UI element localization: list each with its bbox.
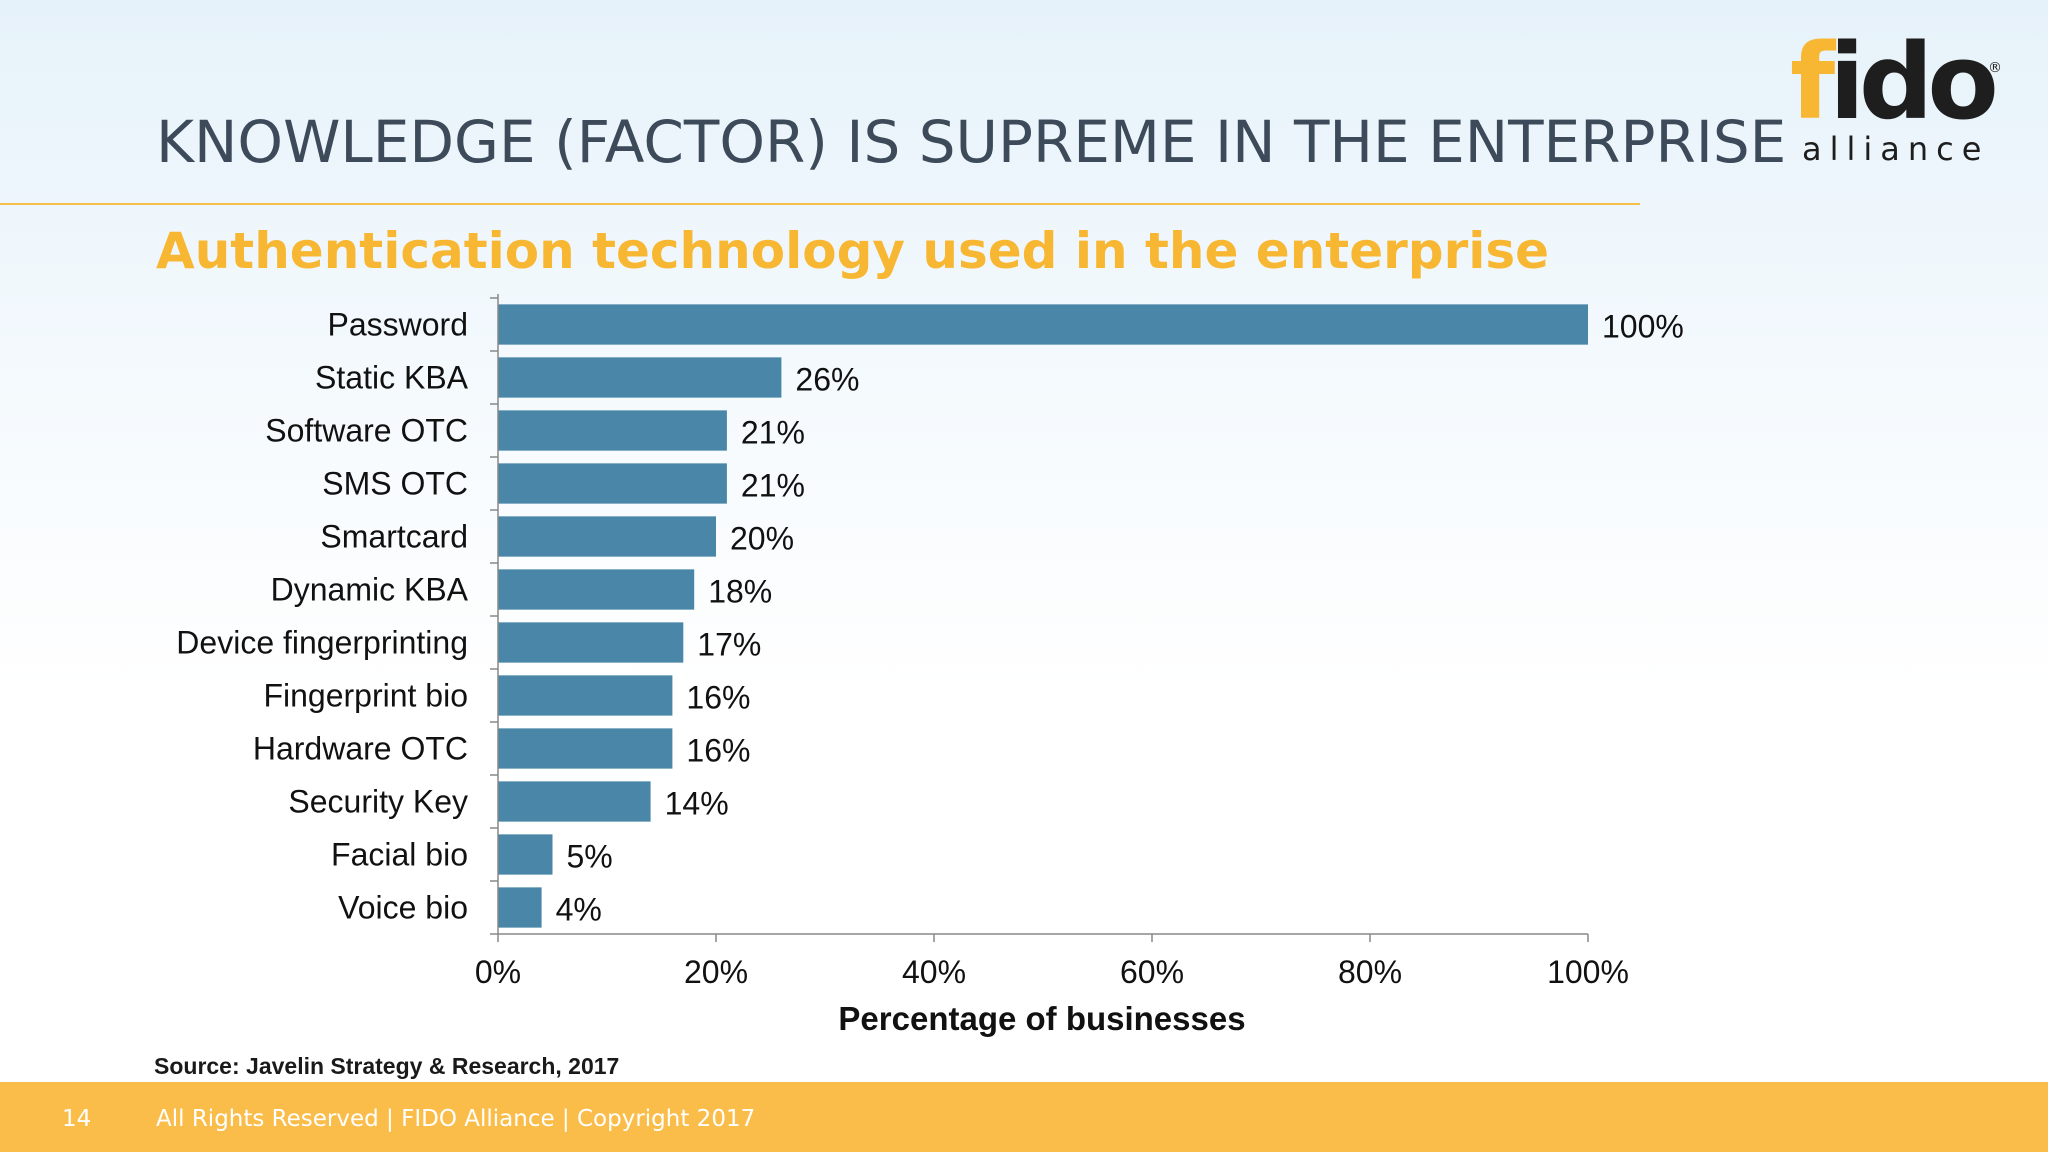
x-tick-label: 60%: [1120, 954, 1184, 990]
value-label: 16%: [686, 680, 750, 716]
category-label: Voice bio: [338, 890, 468, 926]
bar: [498, 463, 727, 504]
chart-value-labels: 100% 26% 21% 21% 20% 18% 17% 16% 16% 14% 5% 4%: [556, 309, 1684, 928]
title-divider: [0, 203, 1640, 205]
bar: [498, 304, 1588, 345]
category-label: Software OTC: [265, 413, 468, 449]
category-label: Fingerprint bio: [263, 678, 468, 714]
value-label: 18%: [708, 574, 772, 610]
logo-alliance-text: alliance: [1802, 130, 1990, 168]
bar: [498, 781, 651, 822]
bar: [498, 675, 673, 716]
page-number: 14: [62, 1106, 92, 1132]
logo-letters-ido: ido: [1829, 21, 1999, 143]
logo-letter-f: f: [1790, 21, 1835, 143]
category-label: Security Key: [288, 784, 468, 820]
fido-alliance-logo: fido ® alliance: [1790, 30, 2010, 168]
x-tick-label: 100%: [1547, 954, 1629, 990]
category-label: SMS OTC: [322, 466, 468, 502]
bar: [498, 357, 782, 398]
bar: [498, 887, 542, 928]
category-label: Dynamic KBA: [271, 572, 469, 608]
bar: [498, 569, 695, 610]
category-label: Hardware OTC: [253, 731, 468, 767]
x-tick-label: 80%: [1338, 954, 1402, 990]
value-label: 16%: [686, 733, 750, 769]
category-label: Facial bio: [331, 837, 468, 873]
x-tick-label: 40%: [902, 954, 966, 990]
source-note: Source: Javelin Strategy & Research, 201…: [154, 1053, 620, 1079]
value-label: 100%: [1602, 309, 1684, 345]
category-label: Static KBA: [315, 360, 469, 396]
logo-wordmark: fido: [1790, 30, 1999, 134]
bar: [498, 834, 553, 875]
category-label: Smartcard: [320, 519, 468, 555]
footer-copyright: All Rights Reserved | FIDO Alliance | Co…: [156, 1106, 756, 1132]
chart-bars: [498, 304, 1588, 928]
bar-chart: Password Static KBA Software OTC SMS OTC Sma…: [176, 294, 1684, 1037]
bar: [498, 410, 727, 451]
bar: [498, 516, 716, 557]
chart-axes: 0% 20% 40% 60% 80% 100%: [475, 294, 1629, 990]
bar: [498, 622, 684, 663]
x-tick-label: 0%: [475, 954, 521, 990]
chart-subtitle: Authentication technology used in the en…: [156, 222, 1550, 280]
slide-title: KNOWLEDGE (FACTOR) IS SUPREME IN THE ENT…: [156, 108, 1787, 176]
value-label: 20%: [730, 521, 794, 557]
category-label: Device fingerprinting: [176, 625, 468, 661]
value-label: 26%: [795, 362, 859, 398]
value-label: 5%: [567, 839, 613, 875]
x-axis-title: Percentage of businesses: [838, 1000, 1245, 1037]
value-label: 17%: [697, 627, 761, 663]
value-label: 21%: [741, 415, 805, 451]
category-label: Password: [328, 307, 469, 343]
value-label: 14%: [665, 786, 729, 822]
value-label: 21%: [741, 468, 805, 504]
logo-registered-mark: ®: [1988, 60, 2002, 76]
value-label: 4%: [556, 892, 602, 928]
x-tick-label: 20%: [684, 954, 748, 990]
footer-bar: [0, 1082, 2048, 1152]
bar: [498, 728, 673, 769]
chart-category-labels: Password Static KBA Software OTC SMS OTC Sma…: [176, 307, 468, 926]
